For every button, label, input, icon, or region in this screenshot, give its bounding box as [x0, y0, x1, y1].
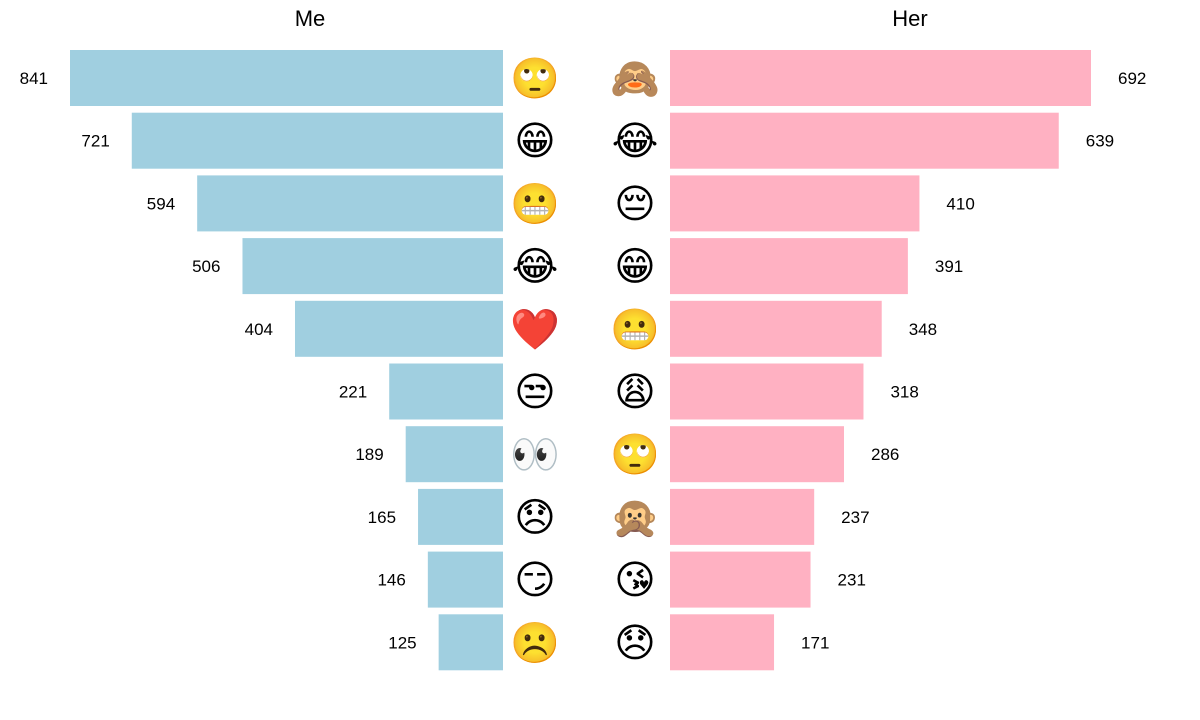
her-bar [670, 300, 882, 357]
me-bar [438, 614, 503, 671]
her-bar [670, 488, 815, 545]
her-value-label: 237 [841, 508, 869, 527]
me-bar [294, 300, 503, 357]
her-bar [670, 614, 775, 671]
me-emoji-icon: 😏 [514, 558, 556, 604]
her-value-label: 171 [801, 633, 829, 652]
her-emoji-icon: 😘 [614, 558, 656, 604]
me-bar [389, 363, 503, 420]
me-emoji-icon: ❤️ [510, 307, 560, 353]
her-bar [670, 238, 908, 295]
her-emoji-icon: 😞 [614, 620, 656, 666]
me-bar [70, 50, 503, 106]
me-emoji-icon: 😁 [514, 119, 556, 165]
me-emoji-icon: 😞 [514, 495, 556, 541]
her-value-label: 348 [909, 320, 937, 339]
me-value-label: 221 [339, 383, 367, 402]
me-value-label: 506 [192, 257, 220, 276]
panel-title-her: Her [892, 6, 927, 31]
her-emoji-icon: 🙄 [610, 432, 660, 478]
me-value-label: 189 [355, 445, 383, 464]
her-bar [670, 363, 864, 420]
her-value-label: 318 [890, 383, 918, 402]
bars-her: 692 🙈 639 😂 410 😔 391 😁 348 😬 318 😩 286 🙄 237 🙊 231 😘 171 😞 [610, 50, 1146, 671]
me-bar [242, 238, 503, 295]
her-emoji-icon: 🙈 [610, 56, 660, 102]
me-value-label: 404 [245, 320, 273, 339]
me-emoji-icon: 😂 [512, 244, 559, 290]
me-value-label: 721 [81, 132, 109, 151]
her-value-label: 391 [935, 257, 963, 276]
me-emoji-icon: 👀 [510, 432, 560, 478]
me-bar [418, 488, 503, 545]
me-value-label: 841 [20, 69, 48, 88]
her-emoji-icon: 😩 [614, 370, 656, 416]
her-value-label: 639 [1086, 132, 1114, 151]
her-emoji-icon: 😂 [612, 119, 659, 165]
me-emoji-icon: 🙄 [510, 56, 560, 102]
me-value-label: 594 [147, 194, 175, 213]
me-bar [405, 426, 503, 483]
her-emoji-icon: 😔 [614, 181, 656, 227]
her-bar [670, 112, 1059, 169]
her-bar [670, 50, 1091, 106]
her-emoji-icon: 😬 [610, 307, 660, 353]
her-emoji-icon: 😁 [614, 244, 656, 290]
me-bar [427, 551, 503, 608]
her-value-label: 286 [871, 445, 899, 464]
her-emoji-icon: 🙊 [610, 495, 660, 541]
me-value-label: 125 [388, 633, 416, 652]
bars-me: 841 🙄 721 😁 594 😬 506 😂 404 ❤️ 221 😒 189 👀 165 😞 146 😏 125… [20, 50, 560, 671]
her-bar [670, 175, 920, 232]
panel-title-me: Me [295, 6, 326, 31]
her-value-label: 231 [838, 571, 866, 590]
me-emoji-icon: ☹️ [510, 620, 560, 666]
me-emoji-icon: 😬 [510, 181, 560, 227]
her-value-label: 410 [946, 194, 974, 213]
me-value-label: 165 [368, 508, 396, 527]
me-emoji-icon: 😒 [514, 370, 556, 416]
her-bar [670, 426, 844, 483]
me-bar [197, 175, 504, 232]
her-value-label: 692 [1118, 69, 1146, 88]
me-bar [131, 112, 504, 169]
her-bar [670, 551, 811, 608]
me-value-label: 146 [377, 571, 405, 590]
